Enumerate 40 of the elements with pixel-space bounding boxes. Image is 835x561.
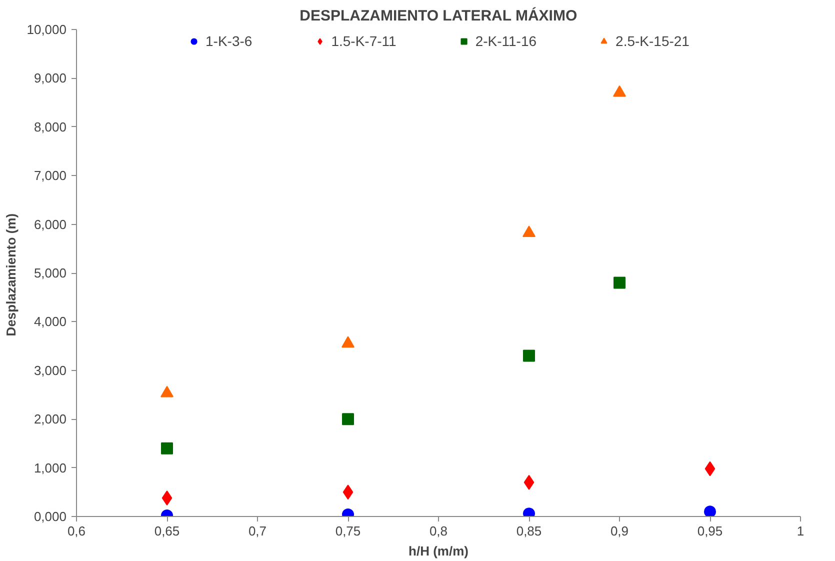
x-tick-label: 0,65 — [154, 524, 180, 538]
point — [523, 350, 535, 362]
x-tick-label: 0,8 — [429, 524, 448, 538]
point — [162, 490, 172, 506]
point — [160, 386, 174, 398]
y-tick-label: 3,000 — [34, 362, 67, 378]
legend-label: 1-K-3-6 — [206, 33, 252, 49]
x-tick-label: 0,7 — [248, 524, 267, 538]
chart-title: DESPLAZAMIENTO LATERAL MÁXIMO — [300, 6, 578, 24]
y-axis-title: Desplazamiento (m) — [4, 213, 19, 336]
y-tick-label: 1,000 — [34, 460, 67, 476]
x-tick-label: 1 — [796, 524, 804, 538]
y-tick-label: 7,000 — [34, 168, 67, 184]
y-tick-label: 10,000 — [26, 22, 67, 37]
point — [161, 442, 173, 454]
point — [613, 85, 626, 97]
y-tick-label: 5,000 — [34, 266, 67, 280]
y-tick-label: 9,000 — [34, 70, 67, 86]
x-tick-label: 0,85 — [516, 524, 542, 538]
x-tick-label: 0,75 — [335, 524, 361, 538]
legend-label: 2-K-11-16 — [475, 33, 537, 49]
point — [522, 226, 536, 238]
point — [342, 484, 354, 500]
legend-label: 1.5-K-7-11 — [331, 33, 396, 49]
legend-label: 2.5-K-15-21 — [616, 33, 690, 49]
x-tick-label: 0,9 — [610, 524, 629, 538]
point — [704, 461, 716, 476]
y-tick-label: 0,000 — [34, 509, 67, 524]
y-tick-label: 4,000 — [34, 314, 67, 330]
point — [342, 413, 354, 426]
x-axis-title: h/H (m/m) — [408, 544, 468, 558]
point — [524, 474, 534, 490]
y-tick-label: 6,000 — [34, 216, 67, 232]
point — [614, 276, 626, 289]
y-tick-label: 8,000 — [34, 119, 67, 134]
point — [704, 506, 716, 516]
y-tick-label: 2,000 — [34, 412, 67, 427]
point — [342, 336, 354, 348]
x-tick-label: 0,95 — [697, 524, 723, 538]
x-tick-label: 0,6 — [67, 524, 86, 538]
